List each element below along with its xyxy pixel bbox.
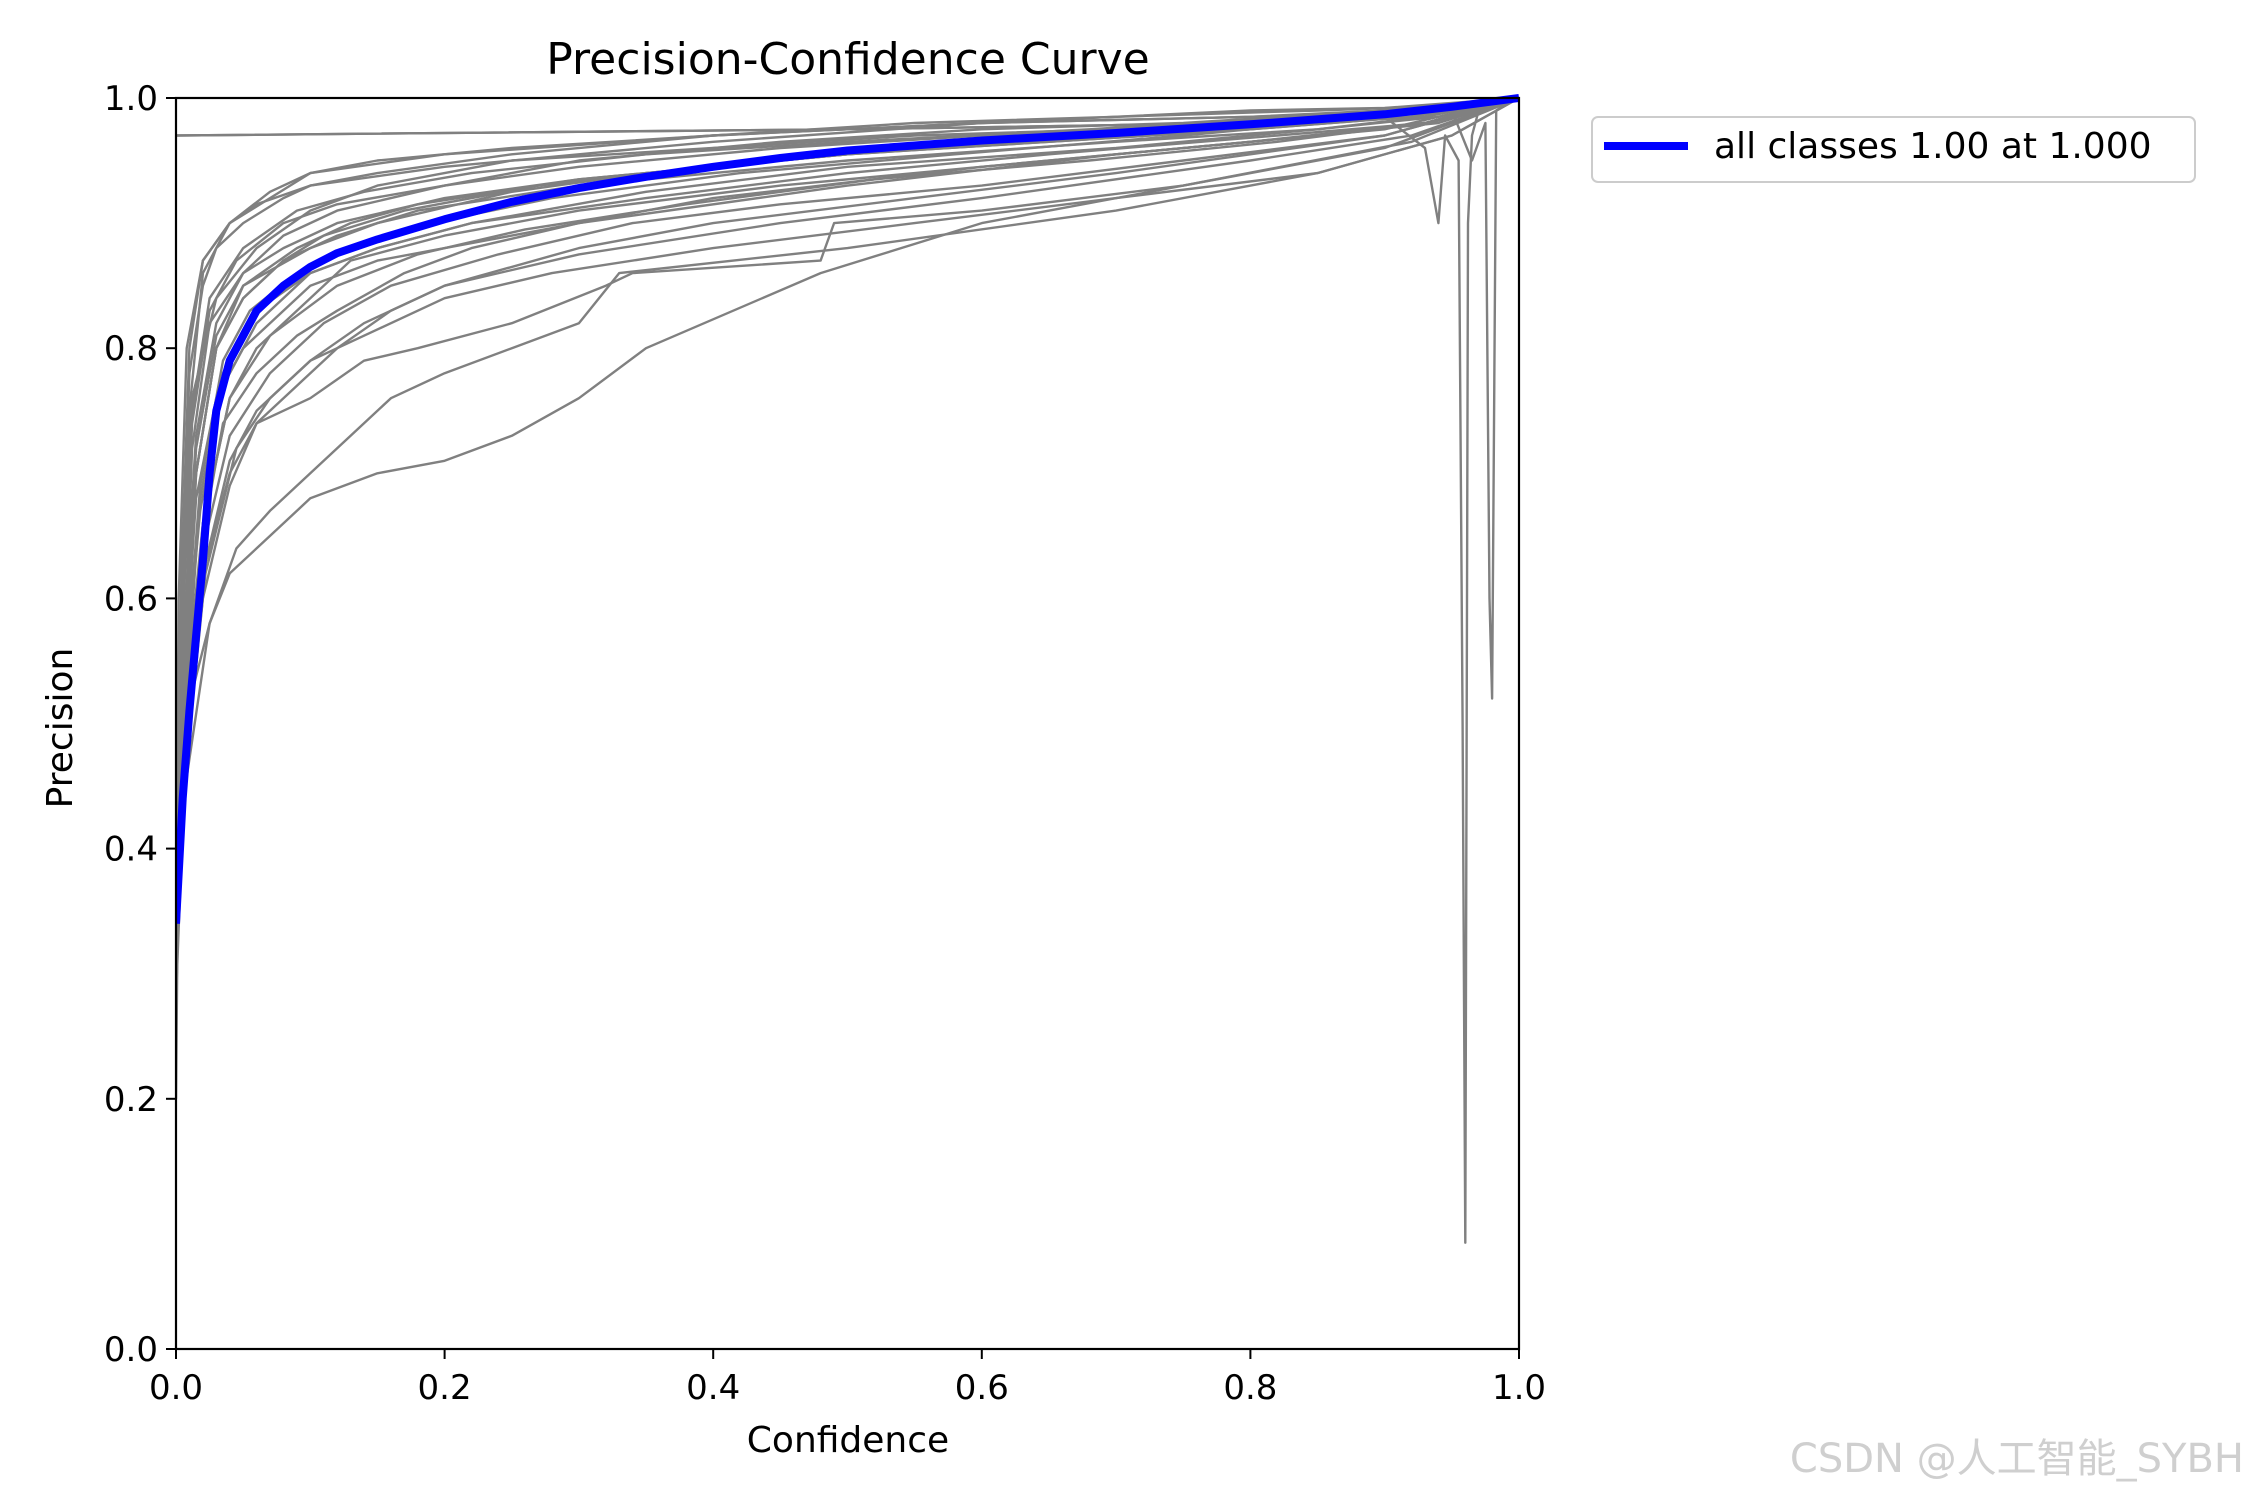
series-line-class-25	[176, 96, 1519, 974]
y-tick-label: 1.0	[104, 79, 158, 119]
series-line-class-29	[176, 96, 1519, 700]
series-line-class-24	[176, 96, 1519, 924]
series-line-class-20	[176, 96, 1519, 974]
series-line-all-classes	[176, 94, 1519, 924]
x-tick-label: 1.0	[1492, 1368, 1546, 1408]
series-line-class-18	[176, 96, 1519, 899]
chart-title: Precision-Confidence Curve	[546, 34, 1149, 85]
x-axis: 0.0 0.2 0.4 0.6 0.8 1.0	[149, 1349, 1546, 1408]
series-line-class-10	[176, 96, 1519, 912]
plot-frame	[174, 96, 1521, 1351]
legend-label-all-classes: all classes 1.00 at 1.000	[1714, 126, 2152, 167]
x-tick-label: 0.4	[686, 1368, 740, 1408]
x-axis-label: Confidence	[747, 1420, 949, 1461]
y-tick-label: 0.0	[104, 1330, 158, 1370]
y-axis-label: Precision	[40, 648, 81, 809]
legend-box	[1591, 116, 2196, 183]
x-tick-label: 0.6	[955, 1368, 1009, 1408]
watermark: CSDN @人工智能_SYBH	[1789, 1436, 2244, 1482]
x-tick-label: 0.0	[149, 1368, 203, 1408]
y-tick-label: 0.4	[104, 830, 158, 870]
plot-area	[174, 94, 1521, 1351]
series-layer	[176, 94, 1519, 1244]
y-tick-label: 0.8	[104, 329, 158, 369]
y-tick-label: 0.6	[104, 579, 158, 619]
y-tick-label: 0.2	[104, 1080, 158, 1120]
y-axis: 0.0 0.2 0.4 0.6 0.8 1.0	[104, 79, 176, 1370]
series-line-class-17	[176, 96, 1519, 974]
legend: all classes 1.00 at 1.000	[1591, 116, 2196, 183]
x-tick-label: 0.2	[418, 1368, 472, 1408]
x-tick-label: 0.8	[1223, 1368, 1277, 1408]
